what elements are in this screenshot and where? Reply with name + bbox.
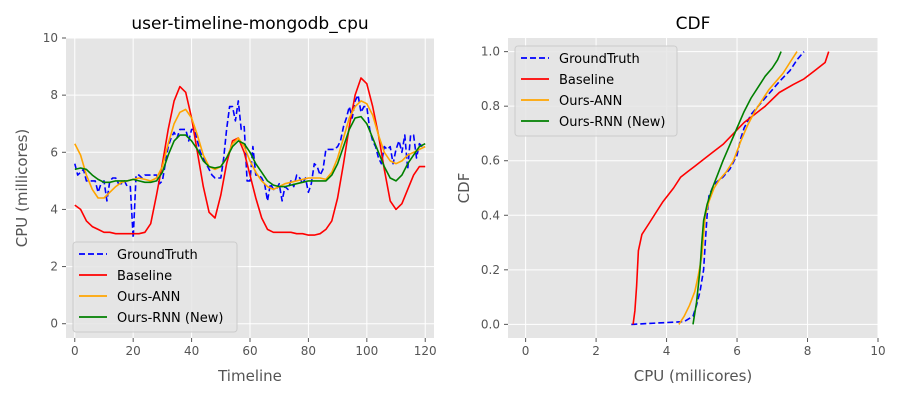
series-line-groundtruth <box>631 51 805 326</box>
legend-label: Baseline <box>117 269 172 284</box>
legend-label: GroundTruth <box>117 248 198 263</box>
chart-title: user-timeline-mongodb_cpu <box>131 14 368 34</box>
x-tick-label: 10 <box>870 344 885 358</box>
y-tick-label: 1.0 <box>481 45 500 59</box>
legend-label: Ours-RNN (New) <box>559 115 665 130</box>
series-line-baseline <box>632 51 830 325</box>
y-tick-label: 2 <box>50 260 58 274</box>
legend: GroundTruth Baseline Ours-ANN Ours-RNN (New… <box>514 45 678 137</box>
y-tick-label: 0.0 <box>481 317 500 331</box>
y-tick-label: 8 <box>50 88 58 102</box>
legend: GroundTruth Baseline Ours-ANN Ours-RNN (New… <box>72 241 238 333</box>
series-group <box>74 77 426 239</box>
chart-title: CDF <box>676 14 711 34</box>
series-group <box>631 51 830 326</box>
x-tick-label: 20 <box>126 344 141 358</box>
series-line-ours-ann <box>678 51 798 325</box>
x-tick-label: 40 <box>184 344 199 358</box>
x-tick-label: 2 <box>592 344 600 358</box>
chart-panel-0: 0 20 40 60 80 100 120 0 2 4 6 8 10 user-timeline-mong… <box>13 14 437 385</box>
x-tick-label: 4 <box>663 344 671 358</box>
legend-label: GroundTruth <box>559 52 640 67</box>
y-axis-label: CDF <box>455 173 473 204</box>
legend-label: Ours-ANN <box>559 94 622 109</box>
x-tick-label: 120 <box>414 344 437 358</box>
series-line-ours-rnn-new- <box>692 51 782 325</box>
y-tick-label: 0 <box>50 317 58 331</box>
y-tick-label: 4 <box>50 202 58 216</box>
x-tick-label: 0 <box>522 344 530 358</box>
y-tick-label: 10 <box>43 31 58 45</box>
y-tick-label: 6 <box>50 145 58 159</box>
legend-label: Ours-RNN (New) <box>117 311 223 326</box>
y-tick-label: 0.2 <box>481 263 500 277</box>
y-tick-label: 0.4 <box>481 208 500 222</box>
series-line-groundtruth <box>74 94 423 239</box>
x-tick-label: 0 <box>71 344 79 358</box>
chart-panel-1: 0 2 4 6 8 10 0.0 0.2 0.4 0.6 0.8 1.0 CDF CPU (millico… <box>455 14 886 385</box>
x-axis-label: CPU (millicores) <box>634 367 753 385</box>
y-tick-label: 0.8 <box>481 99 500 113</box>
x-tick-label: 8 <box>804 344 812 358</box>
series-line-baseline <box>74 77 426 236</box>
legend-label: Ours-ANN <box>117 290 180 305</box>
y-axis-label: CPU (millicores) <box>13 129 31 248</box>
legend-box <box>72 241 238 333</box>
legend-label: Baseline <box>559 73 614 88</box>
series-line-ours-rnn-new- <box>74 115 426 188</box>
x-axis-label: Timeline <box>217 367 282 385</box>
x-tick-label: 100 <box>355 344 378 358</box>
x-tick-label: 80 <box>301 344 316 358</box>
y-tick-label: 0.6 <box>481 154 500 168</box>
x-tick-label: 6 <box>733 344 741 358</box>
legend-box <box>514 45 678 137</box>
x-tick-label: 60 <box>242 344 257 358</box>
